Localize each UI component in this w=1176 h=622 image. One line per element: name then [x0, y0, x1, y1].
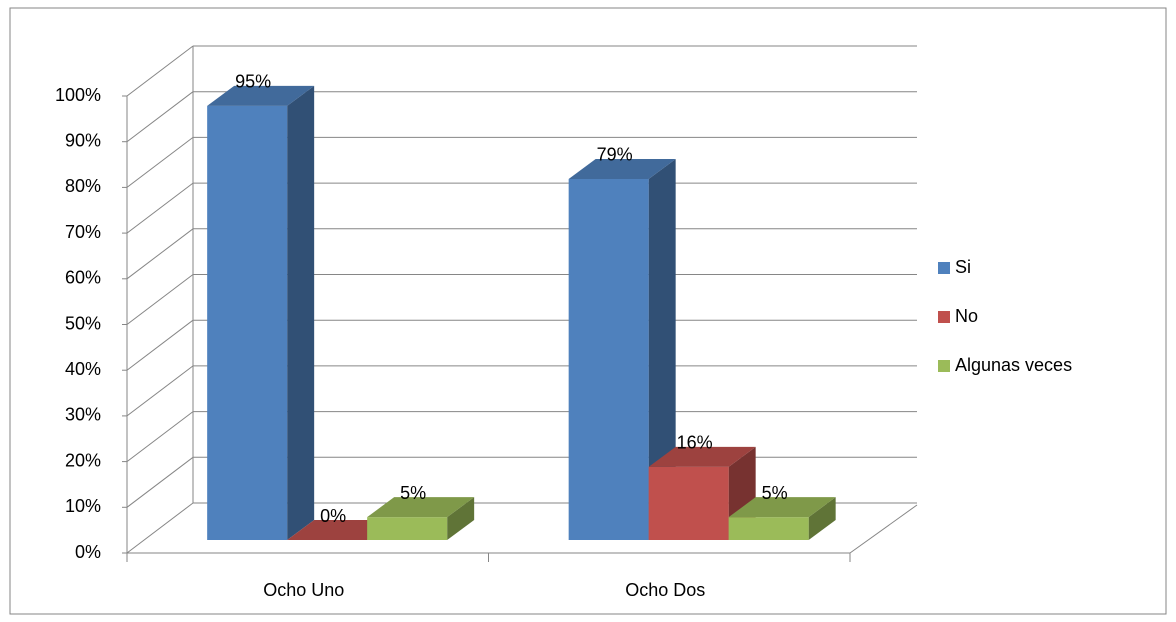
- y-tick-label: 10%: [65, 496, 101, 516]
- side-wall-line: [126, 91, 194, 143]
- y-tick-label: 20%: [65, 450, 101, 470]
- x-tick-label: Ocho Uno: [263, 580, 344, 600]
- data-label: 16%: [677, 433, 713, 453]
- side-wall-line: [126, 502, 194, 554]
- legend-swatch: [938, 311, 950, 323]
- bar: [648, 466, 729, 540]
- bar-side: [447, 497, 475, 540]
- side-wall-line: [126, 319, 194, 371]
- bar-side: [648, 158, 676, 540]
- data-label: 5%: [762, 483, 788, 503]
- legend-swatch: [938, 360, 950, 372]
- y-tick-label: 80%: [65, 176, 101, 196]
- y-tick-label: 100%: [55, 85, 101, 105]
- side-wall-line: [126, 228, 194, 280]
- bar-top: [728, 497, 836, 518]
- y-tick-label: 40%: [65, 359, 101, 379]
- y-tick-label: 60%: [65, 268, 101, 288]
- bar-top: [648, 446, 756, 467]
- bar-top: [367, 497, 475, 518]
- data-label: 79%: [597, 145, 633, 165]
- bar-top: [207, 85, 315, 106]
- side-wall-line: [126, 411, 194, 462]
- legend-label: Si: [955, 257, 971, 277]
- y-tick-label: 30%: [65, 405, 101, 425]
- y-tick-label: 70%: [65, 222, 101, 242]
- bar-top: [568, 158, 676, 179]
- y-tick-label: 0%: [75, 542, 101, 562]
- side-wall-line: [126, 45, 194, 97]
- bar: [728, 517, 809, 540]
- side-wall-line: [126, 365, 194, 417]
- side-wall-line: [126, 137, 194, 188]
- bar-side: [287, 85, 315, 540]
- side-wall-line: [126, 274, 194, 325]
- data-label: 95%: [235, 72, 271, 92]
- data-label: 0%: [320, 506, 346, 526]
- legend-label: Algunas veces: [955, 355, 1072, 375]
- y-tick-label: 50%: [65, 313, 101, 333]
- bar: [568, 178, 649, 540]
- bar-side: [808, 497, 836, 540]
- data-label: 5%: [400, 483, 426, 503]
- legend-swatch: [938, 262, 950, 274]
- bar: [207, 105, 288, 540]
- floor-right: [849, 504, 918, 554]
- side-wall-line: [126, 456, 194, 508]
- x-tick-label: Ocho Dos: [625, 580, 705, 600]
- legend-label: No: [955, 306, 978, 326]
- bar: [367, 517, 448, 540]
- side-wall-line: [126, 182, 194, 234]
- y-tick-label: 90%: [65, 130, 101, 150]
